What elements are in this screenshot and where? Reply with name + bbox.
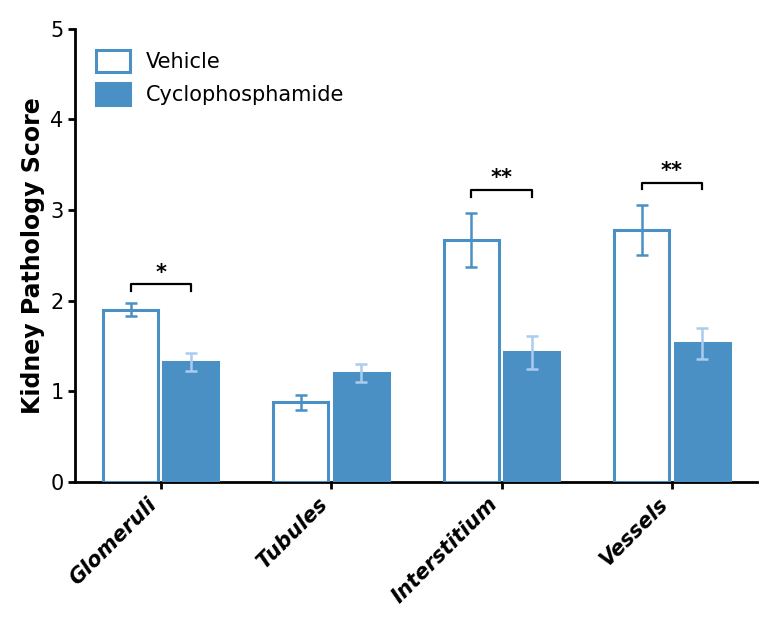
- Bar: [443, 240, 499, 482]
- Y-axis label: Kidney Pathology Score: Kidney Pathology Score: [21, 97, 45, 414]
- Bar: [504, 352, 559, 482]
- Bar: [273, 403, 328, 482]
- Legend: Vehicle, Cyclophosphamide: Vehicle, Cyclophosphamide: [86, 39, 355, 116]
- Bar: [675, 344, 730, 482]
- Bar: [163, 362, 219, 482]
- Text: **: **: [661, 161, 683, 181]
- Text: **: **: [490, 168, 513, 188]
- Bar: [103, 310, 158, 482]
- Bar: [615, 230, 669, 482]
- Text: *: *: [155, 263, 166, 283]
- Bar: [334, 373, 389, 482]
